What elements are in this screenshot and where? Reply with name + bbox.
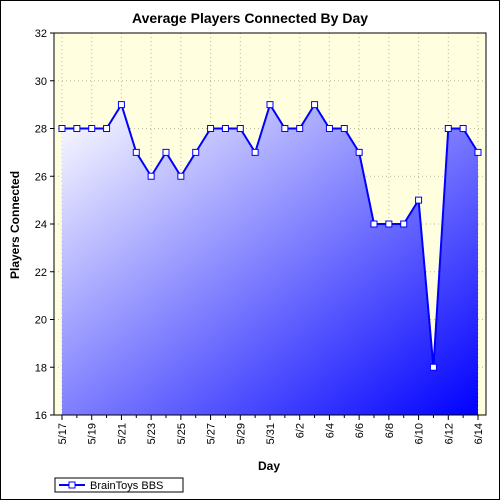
y-tick-label: 26 [35,171,47,183]
y-tick-label: 22 [35,267,47,279]
data-points [58,101,482,371]
x-tick-label: 6/12 [443,423,455,444]
x-tick-label: 5/21 [116,423,128,444]
x-tick-label: 5/19 [87,423,99,444]
data-point-marker [58,125,66,132]
x-tick-label: 6/8 [384,423,396,438]
data-point-marker [266,101,274,109]
data-point-marker [311,101,319,109]
data-point-marker [207,125,215,132]
legend: BrainToys BBS [54,477,184,493]
chart-title: Average Players Connected By Day [132,10,368,26]
data-point-marker [117,101,125,109]
series-area-braintoys-bbs [62,104,478,415]
data-point-marker [296,125,304,132]
x-tick-label: 6/10 [414,423,426,444]
x-tick-label: 6/14 [473,423,485,444]
x-tick-label: 5/25 [176,423,188,444]
y-tick-label: 18 [35,362,47,374]
data-point-marker [103,125,111,132]
x-axis-ticks: 5/17 5/19 5/21 5/23 5/25 5/27 5/29 5/31 6/2 6/4 6/… [57,415,485,444]
y-tick-label: 30 [35,76,47,88]
y-axis-ticks: 16 18 20 22 24 26 28 30 32 [35,28,54,422]
data-point-marker [177,172,185,180]
data-point-marker [370,220,378,228]
data-point-marker [162,148,170,156]
data-point-marker [444,125,452,132]
data-point-marker [73,125,81,132]
x-axis-label: Day [258,459,280,473]
x-tick-label: 6/4 [324,423,336,438]
data-point-marker [400,220,408,228]
data-point-marker [192,148,200,156]
data-point-marker [385,220,393,228]
data-point-marker [474,148,482,156]
x-tick-label: 5/27 [206,423,218,444]
data-point-marker [415,196,423,204]
x-tick-label: 5/17 [57,423,69,444]
data-point-marker [459,125,467,132]
legend-box [54,477,184,493]
data-point-marker [340,125,348,132]
y-tick-label: 16 [35,410,47,422]
data-point-marker [429,363,437,371]
data-point-marker [221,125,229,132]
data-point-marker [325,125,333,132]
x-tick-label: 5/29 [235,423,247,444]
y-tick-label: 20 [35,315,47,327]
data-point-marker [132,148,140,156]
data-point-marker [147,172,155,180]
y-tick-label: 24 [35,219,47,231]
legend-entry-label: BrainToys BBS [90,480,163,492]
legend-marker-icon [68,481,76,489]
x-tick-label: 6/6 [354,423,366,438]
data-point-marker [251,148,259,156]
data-point-marker [236,125,244,132]
y-axis-label: Players Connected [8,171,22,279]
y-tick-label: 32 [35,28,47,40]
x-tick-label: 5/31 [265,423,277,444]
data-point-marker [88,125,96,132]
x-tick-label: 5/23 [146,423,158,444]
x-tick-label: 6/2 [295,423,307,438]
data-point-marker [355,148,363,156]
data-point-marker [281,125,289,132]
y-tick-label: 28 [35,124,47,136]
